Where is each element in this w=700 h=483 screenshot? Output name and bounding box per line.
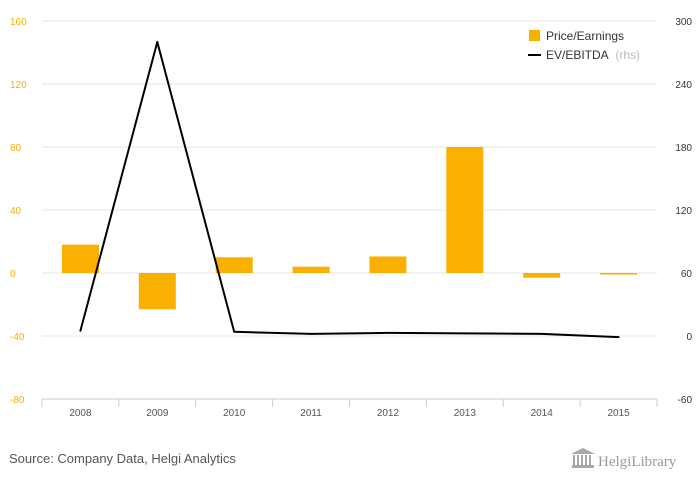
brand-name: HelgiLibrary [598, 454, 677, 470]
bar-price-earnings [446, 147, 484, 273]
y-right-tick-label: 240 [675, 80, 692, 91]
y-left-tick-label: -40 [10, 332, 25, 343]
bar-price-earnings [369, 256, 407, 273]
line-ev-ebitda [79, 41, 619, 339]
point-ev-ebitda [386, 331, 389, 334]
y-right-tick-label: 0 [686, 332, 692, 343]
grid-lines [42, 20, 657, 400]
source-note: Source: Company Data, Helgi Analytics [9, 451, 236, 466]
bar-price-earnings [138, 273, 176, 310]
bar-price-earnings [600, 273, 638, 275]
bar-price-earnings [215, 257, 253, 273]
x-tick-label: 2014 [531, 408, 554, 419]
x-tick-label: 2011 [300, 408, 322, 419]
helgi-library-logo: HelgiLibrary [571, 448, 677, 470]
legend-label-ev-ebitda: EV/EBITDA (rhs) [546, 48, 640, 62]
point-ev-ebitda [156, 41, 159, 43]
point-ev-ebitda [463, 332, 466, 335]
y-right-tick-label: 120 [675, 206, 692, 217]
y-right-tick-label: 180 [675, 143, 692, 154]
y-left-tick-label: -80 [10, 395, 25, 406]
bar-series-price-earnings [61, 147, 638, 310]
y-right-tick-label: -60 [678, 395, 693, 406]
x-tick-label: 2010 [223, 408, 246, 419]
line-series-ev-ebitda [79, 41, 620, 339]
x-tick-label: 2008 [69, 408, 92, 419]
legend-swatch-price-earnings [529, 30, 540, 41]
y-left-tick-label: 0 [10, 269, 16, 280]
point-ev-ebitda [233, 330, 236, 333]
library-building-icon [571, 448, 595, 468]
legend: Price/Earnings EV/EBITDA (rhs) [528, 29, 640, 62]
point-ev-ebitda [310, 332, 313, 335]
y-left-tick-label: 160 [10, 17, 27, 28]
point-ev-ebitda [79, 329, 82, 332]
y-right-tick-label: 60 [681, 269, 693, 280]
y-left-tick-label: 80 [10, 143, 22, 154]
point-ev-ebitda [617, 336, 620, 339]
y-left-tick-label: 120 [10, 80, 27, 91]
legend-label-price-earnings: Price/Earnings [546, 29, 624, 43]
x-tick-label: 2012 [377, 408, 400, 419]
axes: 160 120 80 40 0 -40 -80 300 240 180 120 60 0 -60 2008 2… [10, 17, 692, 419]
bar-price-earnings [292, 266, 330, 273]
x-tick-label: 2009 [146, 408, 169, 419]
point-ev-ebitda [540, 332, 543, 335]
bar-price-earnings [523, 273, 561, 278]
y-right-tick-label: 300 [675, 17, 692, 28]
x-tick-label: 2013 [454, 408, 477, 419]
bar-price-earnings [61, 244, 99, 273]
x-tick-label: 2015 [607, 408, 630, 419]
y-left-tick-label: 40 [10, 206, 22, 217]
